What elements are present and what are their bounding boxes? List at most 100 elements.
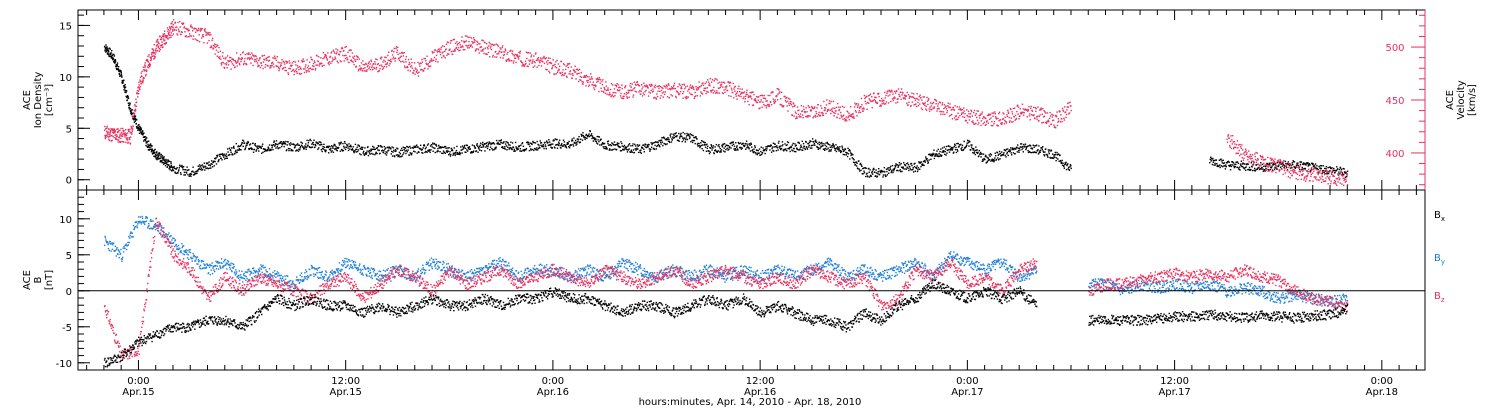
- density-series-point: [517, 148, 519, 150]
- velocity-series-point: [514, 57, 517, 60]
- density-series-point: [1012, 148, 1014, 150]
- density-series-point: [674, 132, 677, 135]
- velocity-series-point: [709, 77, 712, 80]
- density-series-point: [737, 149, 739, 151]
- x-tick-label: 0:00: [956, 376, 978, 387]
- velocity-series-point: [732, 91, 734, 94]
- density-series-point: [542, 145, 544, 148]
- density-series-point: [906, 166, 908, 168]
- velocity-series-point: [227, 64, 230, 66]
- density-series-point: [705, 144, 707, 146]
- density-series-point: [1209, 161, 1211, 164]
- velocity-series-point: [640, 93, 642, 95]
- velocity-series-point: [431, 60, 433, 62]
- density-series-point: [832, 143, 834, 145]
- velocity-series-point: [288, 60, 291, 62]
- density-series-point: [127, 96, 129, 99]
- density-series-point: [104, 49, 106, 51]
- density-series-point: [933, 149, 935, 151]
- density-series-point: [804, 147, 806, 150]
- density-series-point: [117, 68, 119, 70]
- density-series-point: [527, 141, 530, 144]
- density-series-point: [1327, 172, 1330, 175]
- velocity-series-point: [616, 82, 618, 85]
- density-series-point: [982, 153, 985, 155]
- velocity-series-point: [246, 58, 249, 60]
- density-series-point: [672, 137, 675, 139]
- density-series-point: [403, 147, 406, 149]
- density-series-point: [335, 149, 338, 151]
- density-series-point: [220, 157, 222, 160]
- velocity-series-point: [825, 104, 828, 106]
- density-series-point: [168, 165, 171, 168]
- velocity-series-point: [474, 39, 476, 42]
- velocity-series-point: [335, 53, 338, 55]
- density-series-point: [1294, 167, 1297, 169]
- velocity-series-point: [330, 52, 332, 54]
- density-series-point: [852, 157, 854, 160]
- density-series-point: [660, 143, 662, 145]
- density-series-point: [412, 147, 414, 149]
- density-series-point: [957, 142, 959, 145]
- density-series-point: [693, 139, 696, 142]
- velocity-series-point: [807, 116, 809, 118]
- velocity-series-point: [799, 116, 801, 118]
- velocity-series-point: [390, 61, 392, 63]
- density-series-point: [846, 155, 849, 158]
- density-series-point: [445, 150, 448, 153]
- density-series-point: [1320, 165, 1323, 167]
- velocity-series-point: [265, 58, 268, 60]
- density-series-point: [1279, 166, 1282, 168]
- velocity-series-point: [836, 116, 838, 119]
- density-series-point: [1227, 160, 1230, 163]
- density-series-point: [1042, 145, 1044, 148]
- velocity-series-point: [309, 67, 312, 69]
- velocity-series-point: [527, 52, 529, 54]
- velocity-series-point: [169, 28, 172, 30]
- density-series-point: [207, 162, 209, 164]
- velocity-series-point: [222, 62, 225, 64]
- velocity-series-point: [120, 132, 123, 134]
- velocity-series-point: [776, 94, 778, 97]
- density-series-point: [985, 154, 987, 157]
- velocity-series-point: [692, 87, 694, 90]
- density-series-point: [132, 118, 135, 120]
- velocity-series-point: [107, 131, 109, 133]
- velocity-series-point: [221, 55, 224, 57]
- velocity-series-point: [278, 69, 280, 72]
- velocity-series-point: [654, 84, 657, 87]
- density-series-point: [1244, 169, 1247, 171]
- density-series-point: [802, 147, 804, 149]
- density-series-point: [954, 144, 956, 147]
- velocity-series-point: [534, 53, 537, 55]
- velocity-series-point: [108, 135, 111, 138]
- density-series-point: [1209, 156, 1212, 158]
- velocity-series-point: [527, 51, 530, 54]
- density-series-point: [451, 148, 453, 151]
- density-series-point: [131, 109, 133, 111]
- density-series-point: [717, 150, 720, 152]
- density-series-point: [643, 145, 646, 147]
- velocity-series-point: [699, 85, 701, 88]
- velocity-series-point: [821, 107, 823, 109]
- density-series-point: [122, 82, 124, 84]
- velocity-series-point: [466, 45, 468, 47]
- velocity-series-point: [410, 65, 413, 67]
- density-series-point: [228, 154, 230, 156]
- velocity-series-point: [532, 59, 534, 61]
- density-series-point: [122, 81, 124, 84]
- density-series-point: [608, 149, 610, 151]
- density-series-point: [972, 151, 974, 154]
- density-series-point: [315, 144, 317, 147]
- density-series-point: [1288, 163, 1290, 165]
- density-series-point: [1216, 162, 1218, 165]
- density-series-point: [639, 151, 642, 153]
- density-series-point: [1015, 147, 1017, 150]
- velocity-series-point: [714, 92, 717, 94]
- density-series-point: [1307, 165, 1309, 167]
- density-series-point: [1032, 144, 1034, 146]
- density-series-point: [875, 172, 878, 174]
- velocity-series-point: [244, 57, 246, 60]
- velocity-series-point: [657, 90, 659, 92]
- velocity-series-point: [406, 66, 409, 69]
